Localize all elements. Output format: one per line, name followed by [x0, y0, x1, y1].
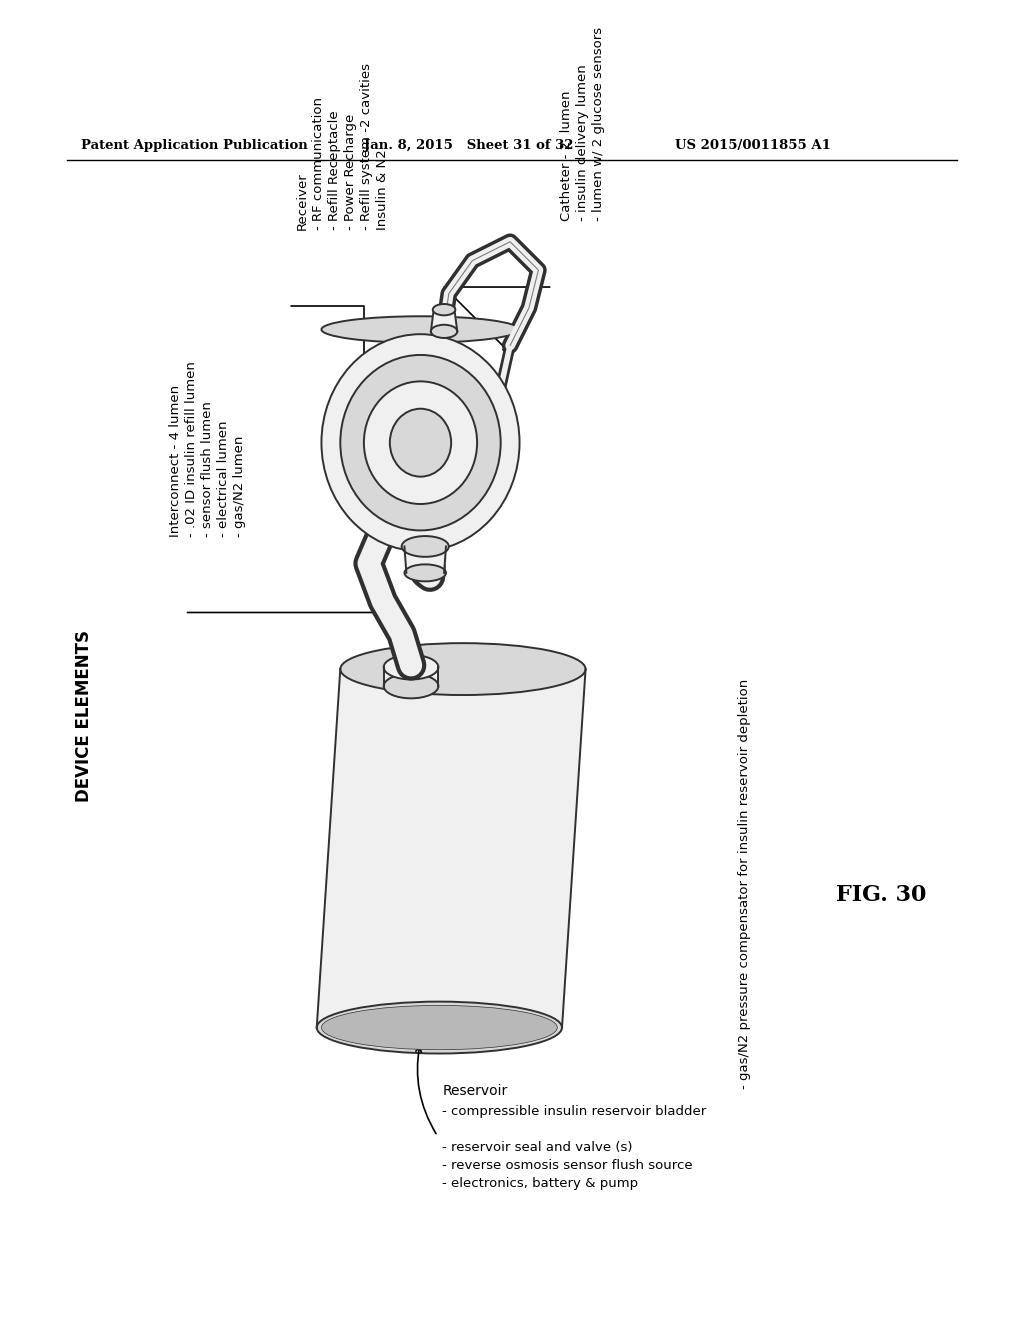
- Ellipse shape: [384, 673, 438, 698]
- Text: - compressible insulin reservoir bladder: - compressible insulin reservoir bladder: [442, 1105, 707, 1118]
- Text: - electronics, battery & pump: - electronics, battery & pump: [442, 1176, 638, 1189]
- Text: - reservoir seal and valve (s): - reservoir seal and valve (s): [442, 1140, 633, 1154]
- Ellipse shape: [316, 1002, 562, 1053]
- Text: - reverse osmosis sensor flush source: - reverse osmosis sensor flush source: [442, 1159, 693, 1172]
- Ellipse shape: [433, 304, 456, 315]
- Text: - Refill system -2 cavities: - Refill system -2 cavities: [360, 63, 373, 231]
- Text: - Refill Receptacle: - Refill Receptacle: [328, 111, 341, 231]
- Text: FIG. 30: FIG. 30: [836, 884, 926, 907]
- Text: - electrical lumen: - electrical lumen: [217, 421, 229, 537]
- Ellipse shape: [322, 334, 519, 552]
- Ellipse shape: [322, 1006, 557, 1049]
- Ellipse shape: [401, 536, 449, 557]
- Polygon shape: [431, 310, 458, 331]
- Text: Catheter - 2  lumen: Catheter - 2 lumen: [560, 91, 573, 220]
- Ellipse shape: [390, 409, 452, 477]
- Polygon shape: [316, 669, 586, 1027]
- Polygon shape: [384, 667, 438, 686]
- Text: Patent Application Publication: Patent Application Publication: [81, 139, 307, 152]
- Polygon shape: [560, 669, 586, 1027]
- Polygon shape: [316, 669, 342, 1027]
- Ellipse shape: [340, 355, 501, 531]
- Text: Jan. 8, 2015   Sheet 31 of 32: Jan. 8, 2015 Sheet 31 of 32: [364, 139, 573, 152]
- Text: - .02 ID insulin refill lumen: - .02 ID insulin refill lumen: [184, 362, 198, 537]
- Ellipse shape: [384, 655, 438, 680]
- Text: Reservoir: Reservoir: [442, 1084, 508, 1098]
- Text: - insulin delivery lumen: - insulin delivery lumen: [577, 65, 589, 220]
- Text: - gas/N2 pressure compensator for insulin reservoir depletion: - gas/N2 pressure compensator for insuli…: [737, 678, 751, 1089]
- Text: Insulin & N2: Insulin & N2: [376, 149, 389, 231]
- Text: Interconnect - 4 lumen: Interconnect - 4 lumen: [169, 385, 181, 537]
- Ellipse shape: [364, 381, 477, 504]
- Ellipse shape: [322, 317, 519, 343]
- Ellipse shape: [431, 325, 458, 338]
- Text: - RF communication: - RF communication: [312, 98, 325, 231]
- Text: - sensor flush lumen: - sensor flush lumen: [201, 401, 214, 537]
- Text: - lumen w/ 2 glucose sensors: - lumen w/ 2 glucose sensors: [592, 26, 605, 220]
- Text: Receiver: Receiver: [296, 173, 309, 231]
- Text: US 2015/0011855 A1: US 2015/0011855 A1: [675, 139, 831, 152]
- Text: - Power Recharge: - Power Recharge: [344, 114, 357, 231]
- Text: - gas/N2 lumen: - gas/N2 lumen: [232, 436, 246, 537]
- Ellipse shape: [340, 643, 586, 696]
- Polygon shape: [401, 546, 449, 573]
- Text: DEVICE ELEMENTS: DEVICE ELEMENTS: [75, 630, 93, 803]
- Ellipse shape: [404, 565, 446, 581]
